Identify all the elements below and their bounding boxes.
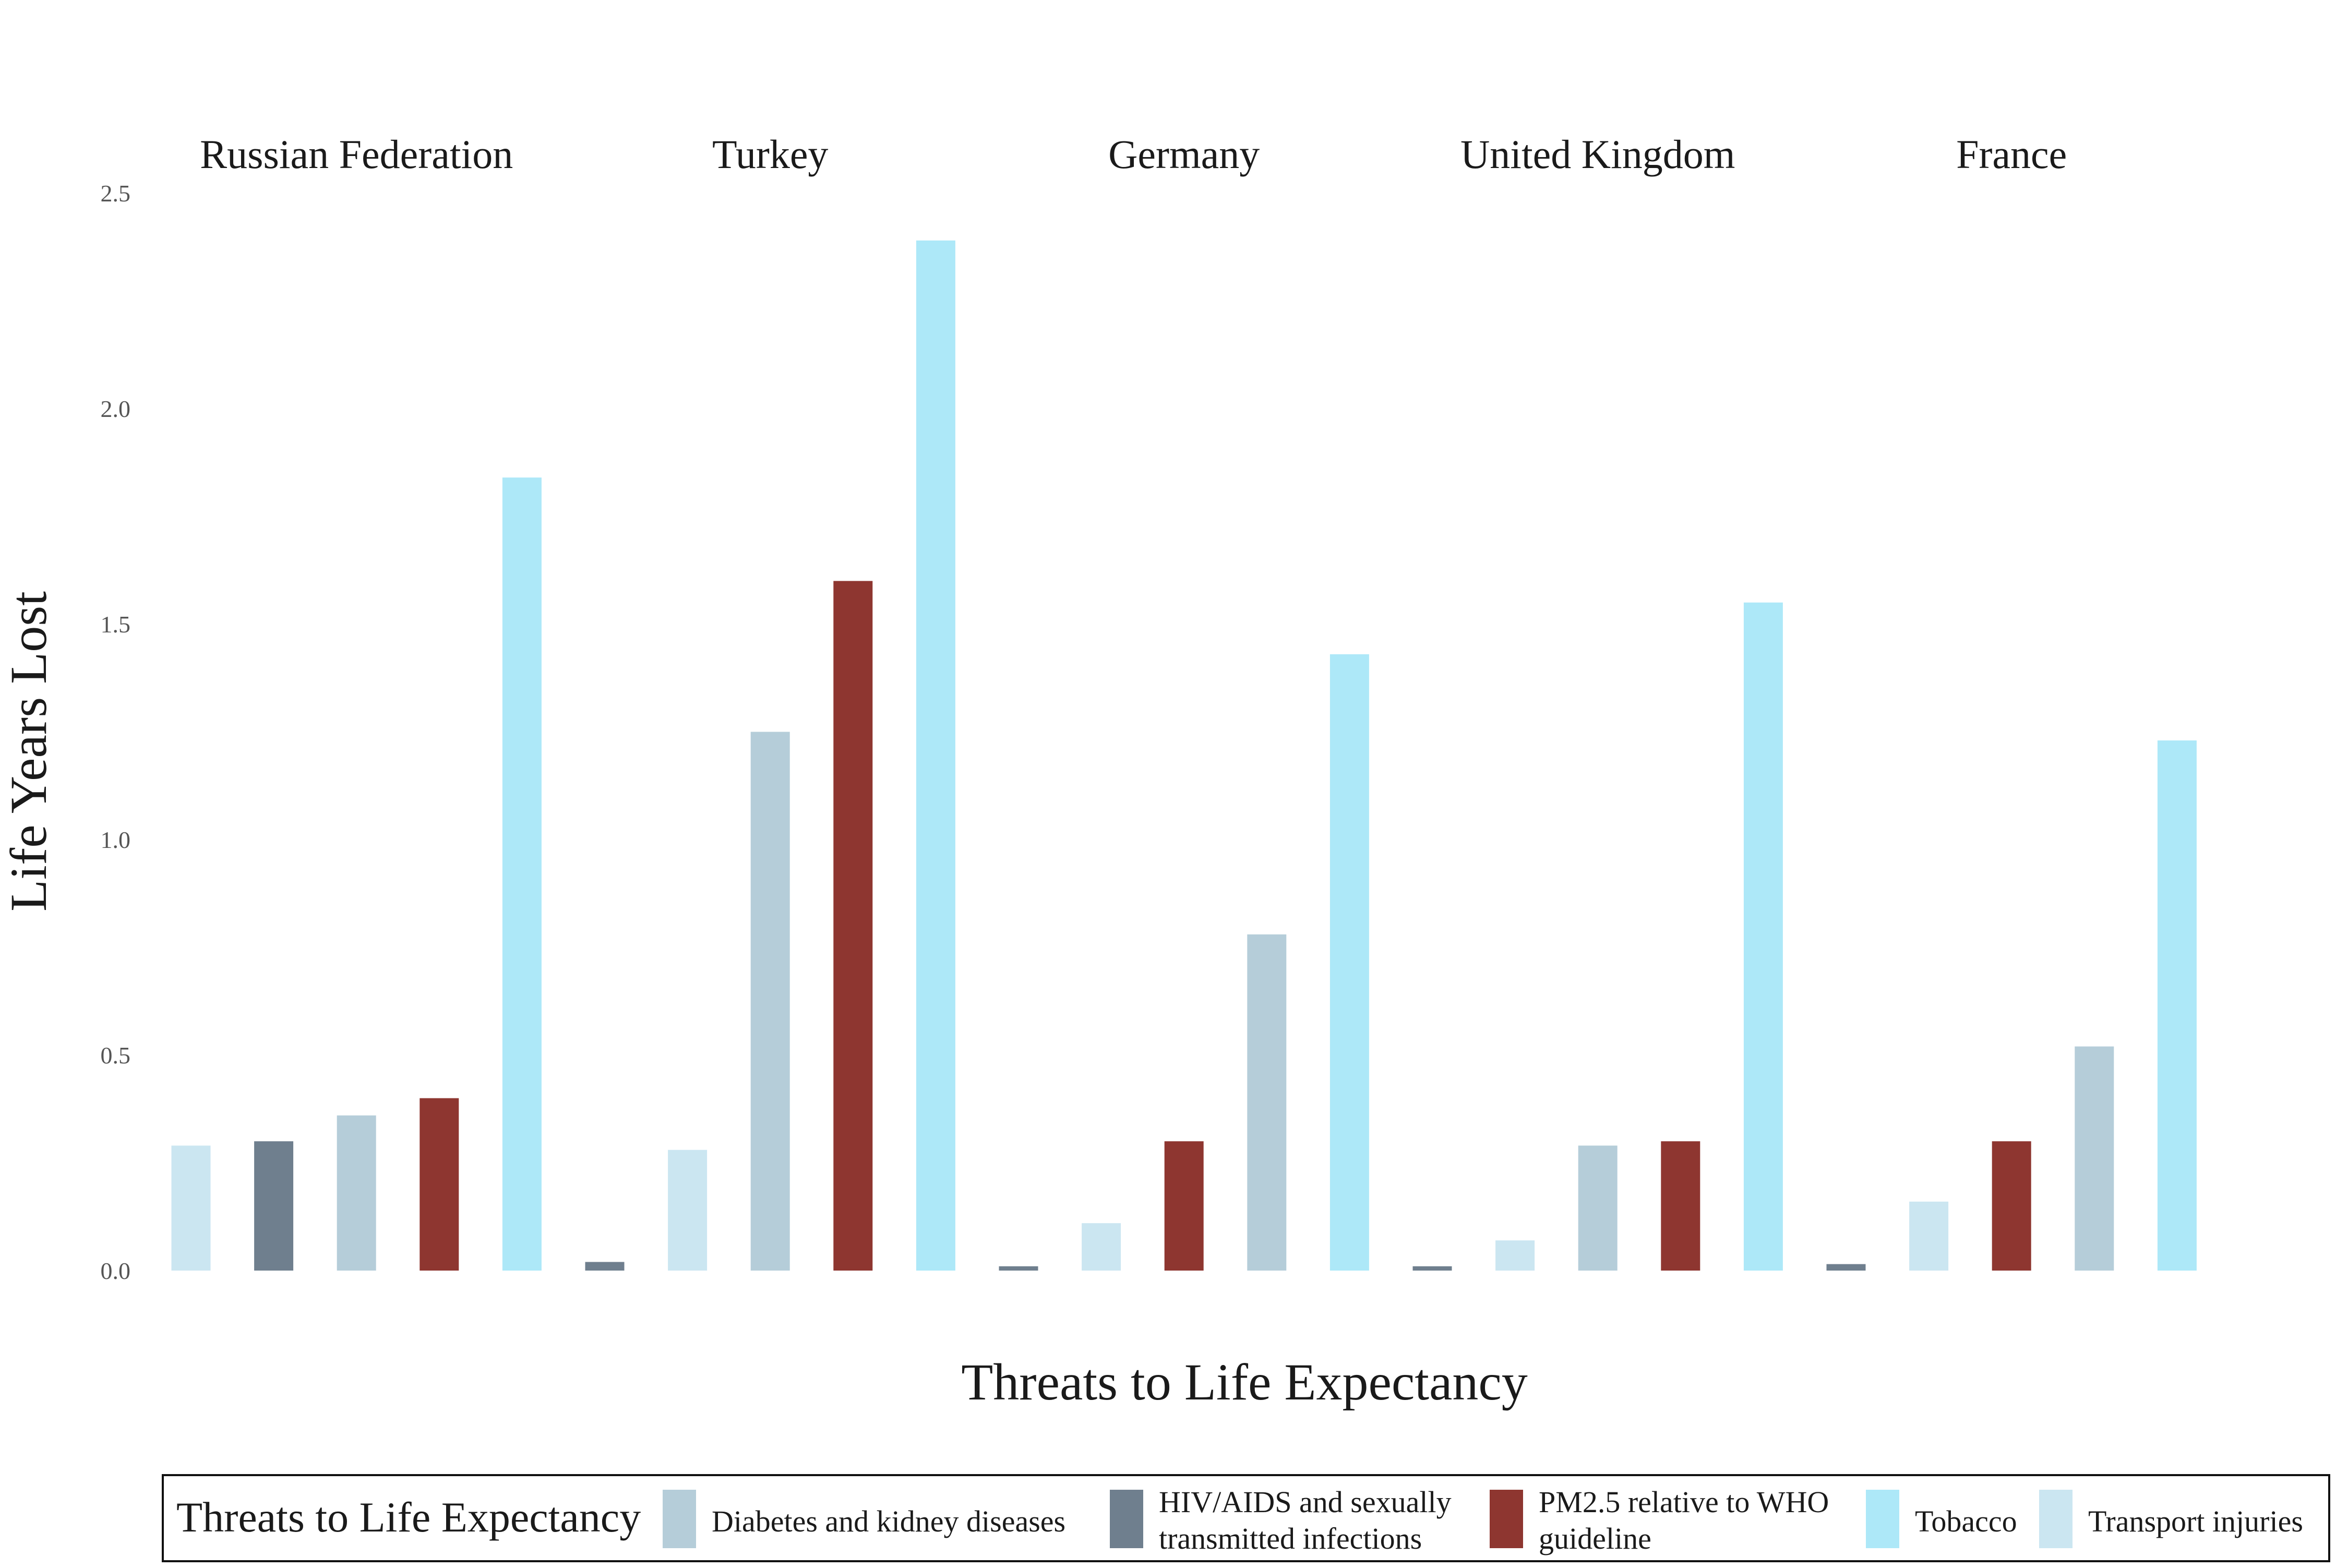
y-tick-label: 1.5: [101, 611, 131, 638]
facet-title: Germany: [1108, 131, 1260, 177]
bar-tobacco: [1329, 654, 1369, 1271]
facet: France: [1826, 131, 2197, 1271]
bar-tobacco: [916, 240, 955, 1271]
legend-title: Threats to Life Expectancy: [176, 1493, 641, 1541]
y-tick-label: 1.0: [101, 827, 131, 853]
legend-label: Tobacco: [1915, 1504, 2017, 1538]
bar-transport: [1082, 1223, 1121, 1271]
legend-label: Transport injuries: [2088, 1504, 2303, 1538]
bar-diabetes: [1578, 1145, 1618, 1271]
bar-tobacco: [2157, 740, 2197, 1271]
facet-title: United Kingdom: [1460, 131, 1735, 177]
bar-pm25: [1661, 1141, 1700, 1271]
bar-pm25: [420, 1098, 459, 1271]
facet: Russian Federation: [171, 131, 542, 1271]
y-tick-label: 0.0: [101, 1258, 131, 1284]
bar-hiv: [1412, 1266, 1452, 1271]
bar-pm25: [833, 581, 873, 1271]
y-axis-label: Life Years Lost: [0, 591, 57, 912]
legend-item-tobacco: Tobacco: [1866, 1490, 2017, 1548]
y-tick-label: 2.0: [101, 396, 131, 422]
bar-pm25: [1164, 1141, 1204, 1271]
facet-title: Turkey: [712, 131, 829, 177]
bar-transport: [171, 1145, 211, 1271]
bar-tobacco: [1743, 602, 1783, 1271]
facet-title: Russian Federation: [200, 131, 513, 177]
facet: Turkey: [585, 131, 955, 1271]
bar-diabetes: [2075, 1046, 2114, 1271]
legend-label: HIV/AIDS and sexually: [1159, 1485, 1452, 1519]
legend-swatch: [2039, 1490, 2073, 1548]
bar-hiv: [999, 1266, 1038, 1271]
legend-frame: [162, 1474, 2330, 1562]
legend-label: PM2.5 relative to WHO: [1539, 1485, 1829, 1519]
legend-swatch: [663, 1490, 696, 1548]
bar-hiv: [585, 1262, 625, 1271]
legend: Threats to Life Expectancy Diabetes and …: [162, 1474, 2330, 1562]
bar-transport: [1909, 1201, 1949, 1271]
y-axis-ticks: 0.0 0.5 1.0 1.5 2.0 2.5: [101, 180, 131, 1284]
bar-diabetes: [750, 732, 790, 1271]
facet: Germany: [999, 131, 1369, 1271]
facets: Russian Federation Turkey Germany United Ki…: [171, 131, 2197, 1271]
bar-transport: [668, 1150, 708, 1271]
legend-swatch: [1490, 1490, 1523, 1548]
legend-label: Diabetes and kidney diseases: [712, 1504, 1065, 1538]
y-tick-label: 2.5: [101, 180, 131, 207]
bar-diabetes: [1247, 934, 1287, 1271]
legend-label: transmitted infections: [1159, 1522, 1422, 1555]
facet-title: France: [1956, 131, 2067, 177]
legend-label: guideline: [1539, 1522, 1651, 1555]
bar-diabetes: [337, 1115, 376, 1271]
x-axis-label: Threats to Life Expectancy: [961, 1353, 1528, 1411]
bar-hiv: [1826, 1264, 1866, 1271]
legend-entries: Diabetes and kidney diseases HIV/AIDS and…: [663, 1485, 2303, 1555]
legend-item-diabetes: Diabetes and kidney diseases: [663, 1490, 1065, 1548]
legend-swatch: [1866, 1490, 1899, 1548]
bar-hiv: [254, 1141, 294, 1271]
facet: United Kingdom: [1412, 131, 1783, 1271]
legend-swatch: [1110, 1490, 1143, 1548]
bar-tobacco: [502, 477, 542, 1271]
y-tick-label: 0.5: [101, 1042, 131, 1069]
bar-transport: [1495, 1240, 1535, 1271]
legend-item-transport: Transport injuries: [2039, 1490, 2303, 1548]
bar-pm25: [1992, 1141, 2031, 1271]
